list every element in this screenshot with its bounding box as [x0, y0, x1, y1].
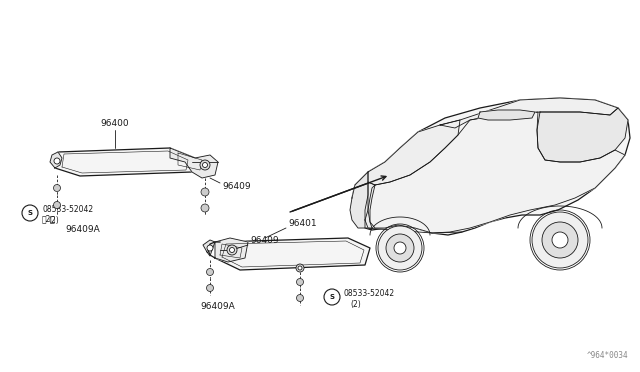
Text: S: S	[28, 210, 33, 216]
Circle shape	[22, 205, 38, 221]
Text: (2): (2)	[350, 299, 361, 308]
Polygon shape	[215, 238, 370, 270]
Circle shape	[552, 232, 568, 248]
Polygon shape	[368, 120, 460, 185]
Circle shape	[296, 295, 303, 301]
Text: ^964*0034: ^964*0034	[586, 351, 628, 360]
Circle shape	[201, 188, 209, 196]
Text: (2): (2)	[48, 215, 59, 224]
Polygon shape	[203, 240, 215, 256]
Text: 。2〃: 。2〃	[42, 215, 56, 224]
Text: 96409A: 96409A	[200, 302, 235, 311]
Circle shape	[386, 234, 414, 262]
Circle shape	[227, 245, 237, 255]
Polygon shape	[352, 98, 630, 235]
Circle shape	[298, 266, 302, 270]
Circle shape	[378, 226, 422, 270]
Circle shape	[324, 289, 340, 305]
Polygon shape	[170, 148, 218, 178]
Text: 96409: 96409	[222, 182, 251, 191]
Polygon shape	[537, 108, 628, 162]
Circle shape	[207, 269, 214, 276]
Text: 08533-52042: 08533-52042	[344, 289, 395, 298]
Circle shape	[532, 212, 588, 268]
Circle shape	[201, 204, 209, 212]
Circle shape	[207, 245, 213, 251]
Circle shape	[296, 264, 304, 272]
Circle shape	[394, 242, 406, 254]
Text: 96401: 96401	[288, 219, 317, 228]
Circle shape	[54, 185, 61, 192]
Text: S: S	[330, 294, 335, 300]
Polygon shape	[365, 182, 375, 228]
Polygon shape	[478, 110, 535, 120]
Polygon shape	[350, 172, 368, 228]
Polygon shape	[440, 98, 618, 128]
Polygon shape	[55, 148, 195, 176]
Polygon shape	[50, 152, 62, 168]
Circle shape	[296, 279, 303, 285]
Circle shape	[542, 222, 578, 258]
Circle shape	[202, 163, 207, 167]
Text: 96409: 96409	[250, 236, 278, 245]
Circle shape	[54, 158, 60, 164]
Polygon shape	[215, 238, 248, 262]
Polygon shape	[368, 112, 625, 233]
Circle shape	[54, 202, 61, 208]
Circle shape	[207, 285, 214, 292]
Text: 96409A: 96409A	[65, 225, 100, 234]
Text: 08533-52042: 08533-52042	[42, 205, 93, 214]
Text: 96400: 96400	[100, 119, 129, 128]
Circle shape	[230, 247, 234, 253]
Circle shape	[200, 160, 210, 170]
